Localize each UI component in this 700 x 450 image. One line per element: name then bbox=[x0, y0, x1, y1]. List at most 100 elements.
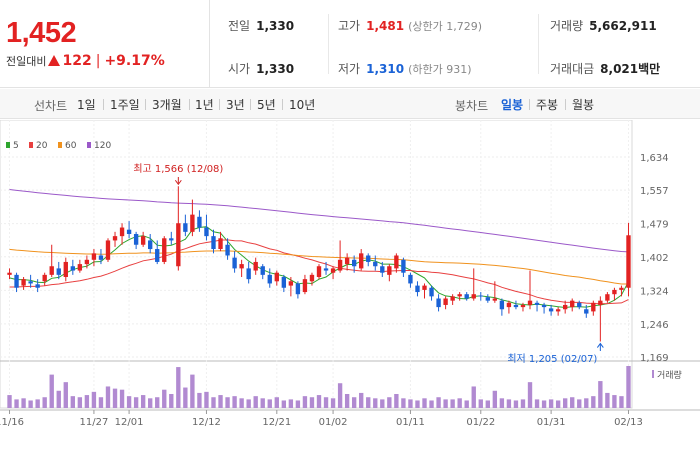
volume-bar bbox=[21, 398, 26, 408]
legend-swatch bbox=[6, 142, 10, 148]
candle bbox=[232, 251, 237, 273]
candle bbox=[302, 274, 308, 295]
volume-bar bbox=[401, 398, 406, 408]
x-tick-label: 11/27 bbox=[80, 417, 109, 428]
candle bbox=[148, 233, 153, 254]
divider bbox=[328, 14, 329, 74]
volume-bar bbox=[316, 395, 322, 408]
x-tick-label: 11/16 bbox=[0, 417, 24, 428]
period-3y-tab[interactable]: 3년 bbox=[226, 98, 245, 112]
volume-bar bbox=[373, 398, 378, 408]
x-tick-label: 01/11 bbox=[396, 417, 425, 428]
period-3m-tab[interactable]: 3개월 bbox=[152, 98, 182, 112]
candle bbox=[506, 300, 512, 314]
quote-prev-close: 전일 1,330 bbox=[228, 19, 295, 33]
candle bbox=[133, 231, 139, 250]
candle bbox=[197, 210, 202, 232]
candle bbox=[119, 223, 125, 245]
quote-open: 시가 1,330 bbox=[228, 62, 295, 76]
volume-bar bbox=[380, 399, 385, 408]
x-tick-label: 01/02 bbox=[319, 417, 348, 428]
y-tick-label: 1,169 bbox=[640, 353, 669, 364]
volume-bar bbox=[56, 390, 61, 408]
volume-bar bbox=[162, 389, 167, 408]
volume-bar bbox=[28, 400, 33, 408]
period-5y-tab[interactable]: 5년 bbox=[257, 98, 276, 112]
quote-trade-value: 거래대금 8,021백만 bbox=[550, 62, 661, 76]
volume-bar bbox=[366, 397, 371, 408]
candle bbox=[309, 272, 315, 286]
candle bbox=[239, 259, 244, 277]
y-tick-label: 1,557 bbox=[640, 186, 669, 197]
legend-swatch bbox=[87, 142, 91, 148]
candle bbox=[169, 231, 174, 245]
divider bbox=[250, 99, 251, 110]
candle bbox=[14, 272, 19, 293]
candle bbox=[612, 287, 617, 301]
candle bbox=[190, 199, 195, 237]
volume-bar bbox=[605, 392, 610, 408]
divider bbox=[538, 14, 539, 74]
volume-bar bbox=[63, 382, 68, 408]
legend-swatch bbox=[29, 142, 33, 148]
candle bbox=[7, 268, 12, 280]
price-box: 1,452 전일대비 122 | +9.17% bbox=[0, 0, 210, 88]
volume-bar bbox=[513, 400, 519, 408]
candle-daily-tab[interactable]: 일봉 bbox=[501, 98, 524, 112]
candle bbox=[485, 294, 490, 303]
stock-chart[interactable]: 5 20 60 120 거래량 최고 1,566 (12/08) 최저 1,205 (0… bbox=[0, 120, 700, 450]
legend-item: 20 bbox=[36, 141, 48, 151]
candle bbox=[415, 281, 420, 297]
volume-bar bbox=[70, 396, 76, 408]
volume-bar bbox=[555, 400, 561, 408]
candle bbox=[513, 300, 519, 310]
volume-bar bbox=[584, 398, 589, 408]
candle bbox=[351, 255, 357, 273]
candle bbox=[373, 255, 378, 271]
period-1w-tab[interactable]: 1주일 bbox=[110, 98, 140, 112]
volume-bar bbox=[267, 399, 272, 408]
candle bbox=[218, 231, 223, 252]
volume-bar bbox=[225, 397, 230, 408]
volume-bar bbox=[619, 396, 624, 408]
period-10y-tab[interactable]: 10년 bbox=[289, 98, 316, 112]
legend-swatch bbox=[58, 142, 62, 148]
candle bbox=[478, 292, 483, 301]
quote-volume: 거래량 5,662,911 bbox=[550, 19, 657, 33]
candle-weekly-tab[interactable]: 주봉 bbox=[536, 98, 559, 112]
volume-bar bbox=[330, 398, 336, 408]
candle bbox=[605, 292, 610, 303]
candle bbox=[577, 300, 582, 310]
volume-bar bbox=[288, 399, 294, 408]
change-row: 전일대비 122 | +9.17% bbox=[6, 53, 165, 69]
volume-bar bbox=[126, 396, 132, 408]
volume-bar bbox=[204, 391, 209, 408]
candle bbox=[450, 294, 455, 305]
x-tick-label: 02/13 bbox=[614, 417, 643, 428]
ma-line-60 bbox=[9, 248, 629, 285]
candle bbox=[330, 266, 336, 280]
candle bbox=[84, 255, 90, 269]
candle-monthly-tab[interactable]: 월봉 bbox=[572, 98, 595, 112]
volume-bar bbox=[548, 399, 554, 408]
candle bbox=[591, 300, 596, 316]
volume-bar bbox=[485, 400, 490, 408]
volume-bar bbox=[478, 399, 483, 408]
candle bbox=[204, 214, 209, 241]
volume-bar bbox=[91, 391, 97, 408]
volume-bar bbox=[408, 399, 413, 408]
divider bbox=[565, 99, 566, 110]
volume-bar bbox=[570, 397, 575, 408]
volume-bar bbox=[464, 400, 469, 408]
divider bbox=[219, 99, 220, 110]
candle bbox=[211, 229, 216, 254]
line-chart-title: 선차트 bbox=[34, 99, 68, 113]
period-1d-tab[interactable]: 1일 bbox=[77, 98, 96, 112]
candle bbox=[295, 281, 301, 299]
divider bbox=[529, 99, 530, 110]
period-1y-tab[interactable]: 1년 bbox=[195, 98, 214, 112]
volume-bar bbox=[49, 374, 54, 408]
volume-bar bbox=[274, 397, 279, 408]
candle bbox=[288, 277, 294, 297]
candle bbox=[492, 281, 498, 303]
